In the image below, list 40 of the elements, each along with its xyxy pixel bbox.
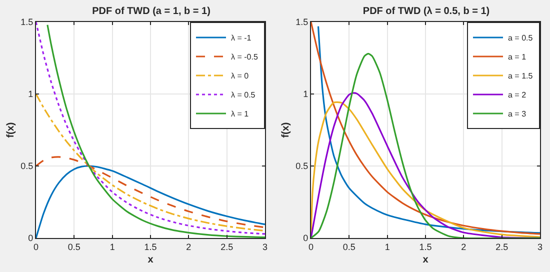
legend-label: λ = -0.5: [231, 52, 258, 62]
legend-label: a = 2: [508, 90, 527, 100]
x-tick-label: 2: [186, 242, 192, 252]
x-tick-label: 2.5: [496, 242, 508, 252]
y-axis-title: f(x): [280, 122, 292, 138]
x-tick-label: 1: [110, 242, 115, 252]
legend-label: λ = 0: [231, 72, 250, 81]
x-tick-label: 2.5: [220, 242, 234, 252]
x-tick-label: 0.5: [342, 242, 356, 252]
x-tick-label: 3: [537, 242, 543, 252]
y-tick-label: 0.5: [20, 161, 34, 172]
x-axis-title: x: [422, 254, 429, 266]
x-tick-label: 0.5: [68, 242, 80, 252]
y-tick-label: 1.5: [20, 17, 34, 28]
x-tick-label: 2: [461, 242, 466, 252]
legend-label: a = 1: [508, 52, 527, 62]
chart-title: PDF of TWD (a = 1, b = 1): [92, 6, 210, 17]
x-tick-label: 1: [384, 242, 390, 252]
y-tick-label: 1.5: [296, 17, 308, 28]
y-tick-label: 0.5: [296, 161, 308, 172]
x-tick-label: 3: [262, 242, 268, 252]
chart-title: PDF of TWD (λ = 0.5, b = 1): [362, 6, 490, 17]
legend-label: λ = 1: [231, 110, 250, 119]
x-axis-title: x: [148, 254, 154, 266]
line-series: [311, 52, 540, 238]
x-tick-label: 1.5: [144, 242, 157, 252]
y-tick-label: 1: [303, 89, 308, 100]
legend-label: a = 3: [508, 110, 527, 119]
line-series: [36, 165, 265, 238]
line-series: [36, 156, 265, 228]
legend-label: a = 1.5: [508, 72, 534, 81]
line-series: [36, 93, 265, 232]
legend-label: a = 0.5: [508, 34, 534, 43]
x-tick-label: 1.5: [419, 242, 432, 252]
y-axis-title: f(x): [6, 122, 17, 138]
y-tick-label: 0: [28, 233, 34, 244]
y-tick-label: 1: [28, 89, 34, 100]
legend-label: λ = -1: [231, 34, 252, 43]
y-tick-label: 0: [303, 233, 308, 244]
legend-label: λ = 0.5: [231, 90, 256, 100]
